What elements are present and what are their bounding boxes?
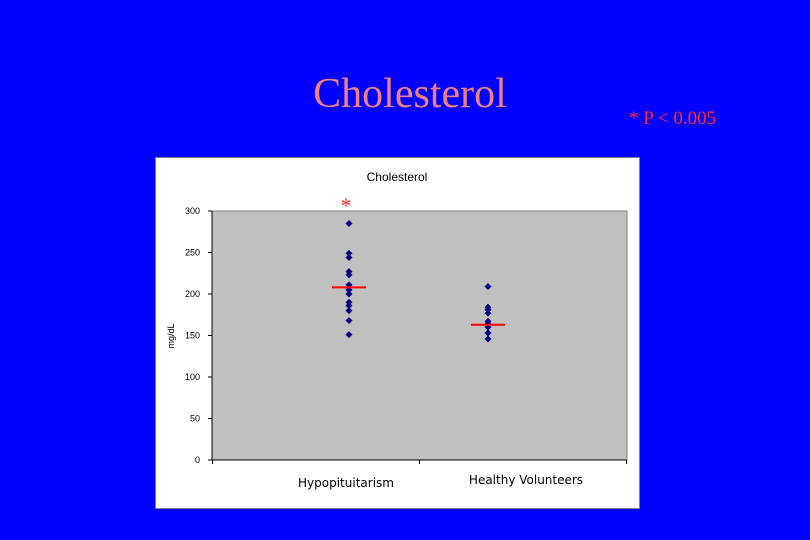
chart-panel: Cholesterol mg/dL 0 50 100 150 200 250 300 Hypopi… [155, 157, 640, 509]
data-point [345, 317, 353, 325]
data-point [345, 290, 353, 298]
y-tick-label: 0 [195, 455, 200, 465]
data-point [484, 329, 492, 337]
y-tick-label: 200 [185, 289, 200, 299]
data-point [484, 283, 492, 291]
data-point [345, 271, 353, 279]
data-point [345, 253, 353, 261]
scatter-chart: Cholesterol mg/dL 0 50 100 150 200 250 300 Hypopi… [166, 170, 628, 490]
data-point [484, 335, 492, 343]
data-point [484, 309, 492, 317]
data-point [345, 249, 353, 257]
significance-asterisk: * [341, 193, 352, 218]
chart-title: Cholesterol [367, 170, 428, 184]
y-tick-label: 150 [185, 331, 200, 341]
y-tick-label: 300 [185, 206, 200, 216]
y-tick-label: 100 [185, 372, 200, 382]
y-tick-label: 250 [185, 248, 200, 258]
plot-area [211, 210, 628, 461]
data-point [345, 331, 353, 339]
significance-note: * P < 0.005 [629, 108, 717, 129]
data-point [345, 307, 353, 315]
data-point [345, 302, 353, 310]
x-category-label: Hypopituitarism [298, 476, 394, 490]
data-point [345, 219, 353, 227]
y-axis-title: mg/dL [166, 323, 176, 348]
x-category-label: Healthy Volunteers [469, 473, 583, 487]
y-tick-label: 50 [190, 414, 200, 424]
slide-title: Cholesterol [313, 71, 507, 117]
